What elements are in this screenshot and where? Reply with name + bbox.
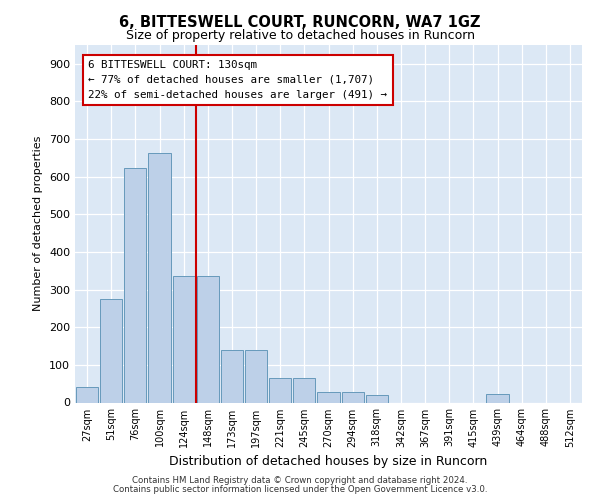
Bar [76, 386, 98, 402]
Text: 6 BITTESWELL COURT: 130sqm
← 77% of detached houses are smaller (1,707)
22% of s: 6 BITTESWELL COURT: 130sqm ← 77% of deta… [88, 60, 387, 100]
Bar [124, 168, 146, 402]
Y-axis label: Number of detached properties: Number of detached properties [34, 136, 43, 312]
Bar [341, 392, 364, 402]
Bar [293, 378, 316, 402]
X-axis label: Distribution of detached houses by size in Runcorn: Distribution of detached houses by size … [169, 455, 488, 468]
Bar [245, 350, 267, 403]
Bar [173, 276, 195, 402]
Bar [221, 350, 243, 403]
Bar [100, 299, 122, 403]
Text: 6, BITTESWELL COURT, RUNCORN, WA7 1GZ: 6, BITTESWELL COURT, RUNCORN, WA7 1GZ [119, 15, 481, 30]
Bar [197, 276, 219, 402]
Bar [148, 153, 170, 402]
Bar [317, 392, 340, 402]
Text: Contains public sector information licensed under the Open Government Licence v3: Contains public sector information licen… [113, 484, 487, 494]
Bar [487, 394, 509, 402]
Bar [365, 395, 388, 402]
Bar [269, 378, 292, 402]
Text: Contains HM Land Registry data © Crown copyright and database right 2024.: Contains HM Land Registry data © Crown c… [132, 476, 468, 485]
Text: Size of property relative to detached houses in Runcorn: Size of property relative to detached ho… [125, 29, 475, 42]
